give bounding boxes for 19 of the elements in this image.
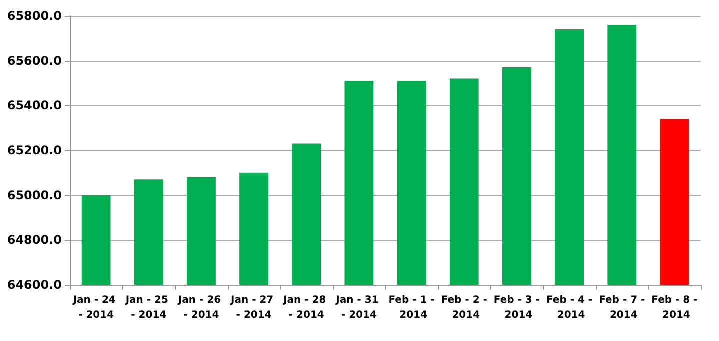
x-tick-label: Feb - 3 - 2014 bbox=[494, 295, 540, 321]
x-tick-label: Feb - 8 - 2014 bbox=[652, 295, 698, 321]
x-tick-label: Feb - 1 - 2014 bbox=[388, 295, 435, 321]
x-tick-label: Jan - 27 - 2014 bbox=[230, 295, 278, 321]
x-tick-label: Jan - 28 - 2014 bbox=[282, 295, 330, 321]
x-tick-label: Jan - 31 - 2014 bbox=[335, 295, 382, 321]
y-tick-label: 64800.0 bbox=[7, 233, 62, 248]
x-tick-label: Feb - 4 - 2014 bbox=[546, 295, 593, 321]
y-tick-label: 65200.0 bbox=[7, 144, 62, 158]
y-tick-label: 65800.0 bbox=[7, 9, 62, 23]
y-tick-label: 65400.0 bbox=[7, 98, 62, 113]
y-tick-label: 65600.0 bbox=[7, 54, 62, 68]
x-tick-label: Jan - 25 - 2014 bbox=[124, 295, 172, 321]
x-tick-label: Feb - 7 - 2014 bbox=[599, 295, 646, 321]
y-tick-label: 64600.0 bbox=[7, 278, 62, 292]
y-tick-label: 65000.0 bbox=[7, 188, 62, 202]
x-tick-label: Jan - 24 - 2014 bbox=[72, 295, 120, 321]
x-tick-label: Jan - 26 - 2014 bbox=[177, 295, 225, 321]
x-tick-label: Feb - 2 - 2014 bbox=[441, 295, 488, 321]
